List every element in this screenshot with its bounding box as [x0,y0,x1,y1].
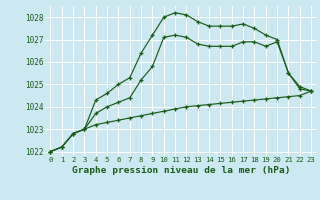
X-axis label: Graphe pression niveau de la mer (hPa): Graphe pression niveau de la mer (hPa) [72,166,290,175]
